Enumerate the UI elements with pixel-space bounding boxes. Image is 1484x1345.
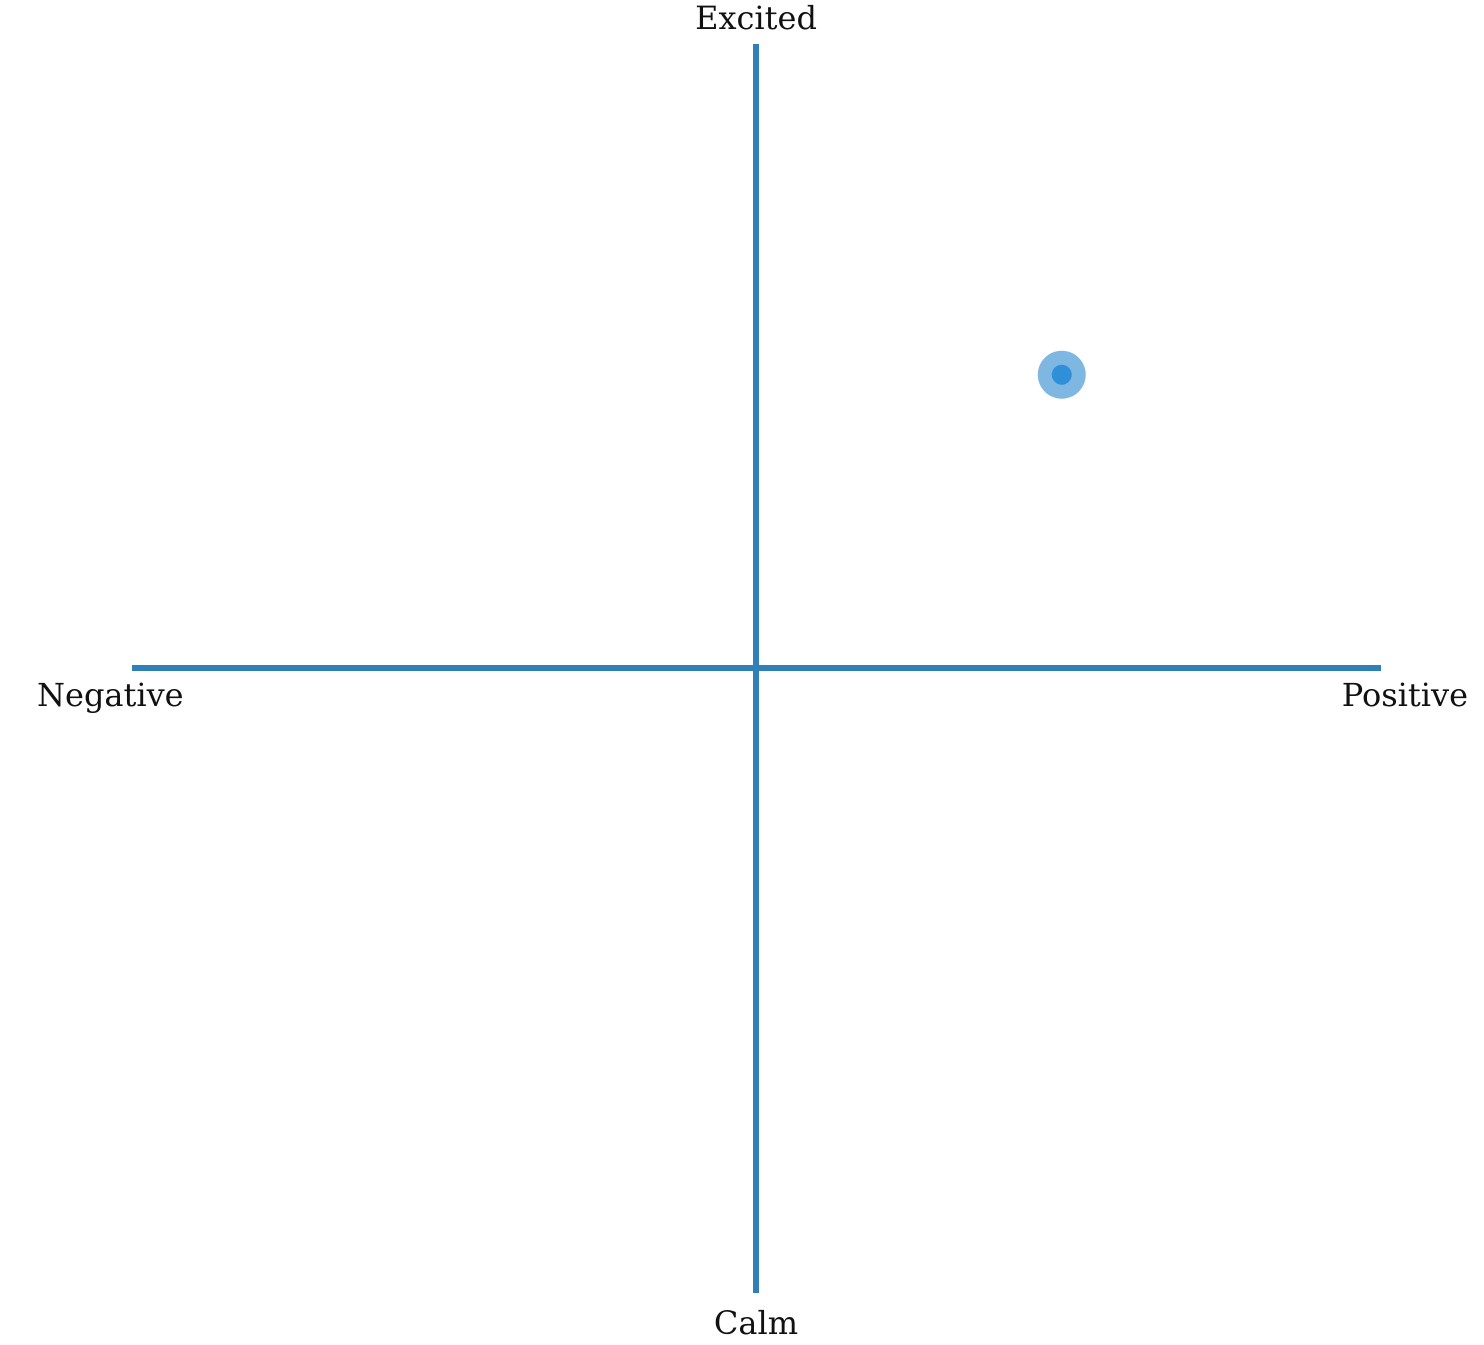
mood-selection-marker[interactable]: [1037, 350, 1086, 399]
marker-core: [1051, 364, 1072, 385]
label-negative: Negative: [37, 676, 184, 714]
label-excited: Excited: [695, 0, 817, 37]
label-positive: Positive: [1341, 676, 1468, 714]
label-calm: Calm: [713, 1304, 799, 1342]
